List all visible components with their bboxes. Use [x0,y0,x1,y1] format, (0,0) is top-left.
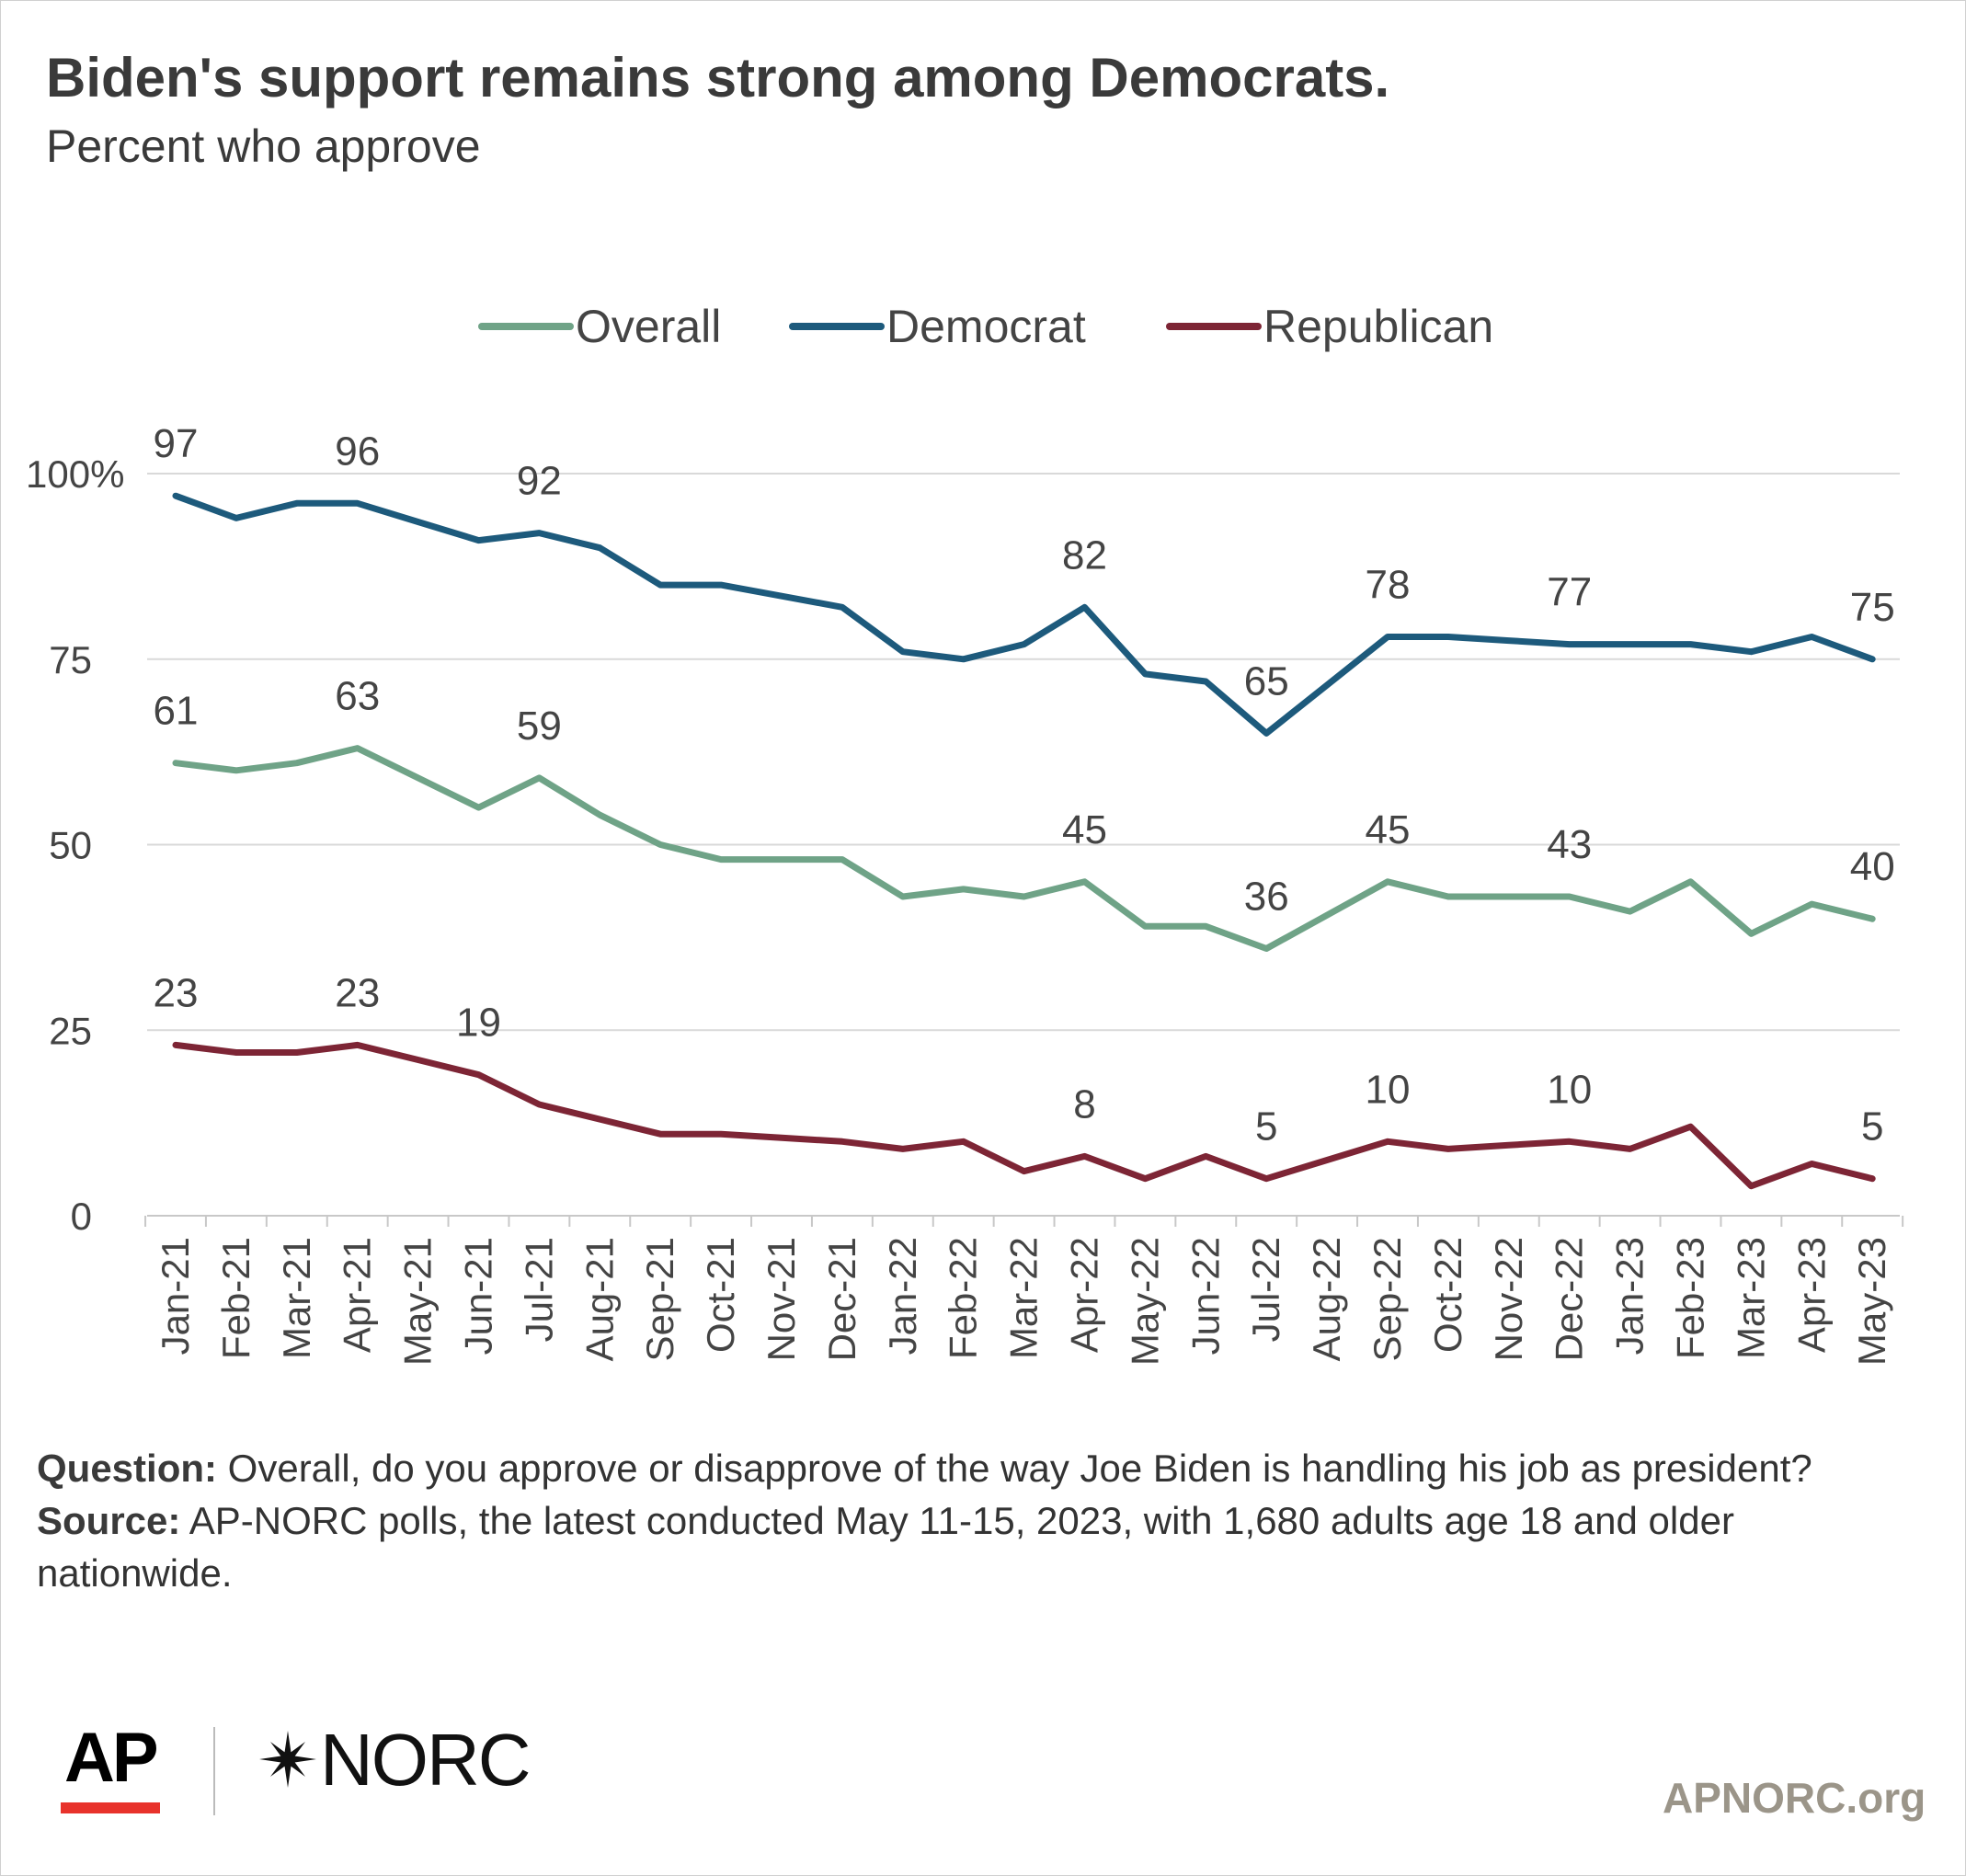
source-note: Source: AP-NORC polls, the latest conduc… [37,1494,1876,1599]
data-label-overall: 61 [154,689,199,734]
x-tick-label: Jan-22 [881,1237,924,1355]
data-label-republican: 23 [154,970,199,1015]
data-label-democrat: 82 [1062,532,1107,578]
y-tick-label: 50 [49,824,92,867]
y-tick-label: 75 [49,638,92,681]
x-tick-label: Dec-21 [820,1237,863,1361]
x-tick-label: May-22 [1123,1237,1166,1366]
logo-divider [213,1727,215,1815]
x-tick-label: May-21 [396,1237,440,1366]
y-tick-label: 0 [71,1195,92,1238]
x-tick-label: Sep-22 [1366,1237,1409,1361]
data-label-republican: 8 [1073,1081,1095,1127]
x-tick-label: Feb-22 [942,1237,985,1359]
x-tick-label: Feb-21 [214,1237,257,1359]
y-tick-label: 100% [26,452,124,496]
data-label-overall: 45 [1366,807,1411,852]
y-tick-label: 25 [49,1009,92,1052]
x-tick-label: Nov-22 [1487,1237,1530,1361]
legend-label-overall: Overall [576,301,721,352]
data-label-overall: 59 [517,704,562,749]
data-label-overall: 36 [1244,874,1289,919]
data-label-republican: 23 [335,970,380,1015]
norc-logo: NORC [320,1719,532,1801]
question-text: Overall, do you approve or disapprove of… [217,1447,1812,1490]
data-label-democrat: 96 [335,429,380,474]
x-tick-label: Mar-23 [1729,1237,1772,1359]
question-note: Question: Overall, do you approve or dis… [37,1442,1876,1494]
series-line-republican [172,1041,1876,1190]
footnote: Question: Overall, do you approve or dis… [37,1442,1876,1599]
data-label-democrat: 92 [517,459,562,504]
data-label-democrat: 65 [1244,658,1289,704]
x-tick-label: Aug-22 [1305,1237,1348,1361]
x-tick-label: Jul-22 [1244,1237,1287,1342]
x-tick-label: Mar-22 [1002,1237,1046,1359]
x-tick-label: Nov-21 [760,1237,803,1361]
legend-label-republican: Republican [1263,301,1493,352]
norc-star-icon [259,1731,316,1788]
data-label-republican: 5 [1861,1104,1883,1150]
series-line-democrat [172,492,1876,737]
data-label-democrat: 77 [1547,570,1592,615]
x-tick-label: Dec-22 [1548,1237,1591,1361]
source-text: AP-NORC polls, the latest conducted May … [37,1499,1734,1595]
legend-label-democrat: Democrat [886,301,1086,352]
ap-logo: AP [64,1719,159,1797]
x-tick-label: Oct-21 [699,1237,742,1353]
data-label-overall: 40 [1850,844,1895,889]
x-tick-label: Sep-21 [638,1237,681,1361]
data-label-overall: 45 [1062,807,1107,852]
x-tick-label: Jul-21 [517,1237,560,1342]
x-tick-label: Jan-21 [154,1237,197,1355]
chart-subtitle: Percent who approve [46,120,481,172]
x-tick-label: Jun-22 [1183,1237,1227,1355]
question-label: Question: [37,1447,217,1490]
data-label-democrat: 97 [154,421,199,466]
data-label-democrat: 75 [1850,585,1895,630]
x-tick-label: Apr-22 [1063,1237,1106,1353]
source-label: Source: [37,1499,181,1542]
ap-logo-bar [61,1802,160,1813]
line-chart: 100% 75 50 25 0 Jan-21 Feb-21 Mar-21 Apr-21 May-2… [26,301,1904,1366]
x-tick-label: Aug-21 [577,1237,621,1361]
x-tick-label: Feb-23 [1669,1237,1712,1359]
data-label-republican: 10 [1366,1067,1411,1112]
chart-title: Biden's support remains strong among Dem… [46,47,1390,109]
data-label-overall: 43 [1547,822,1592,867]
x-tick-label: Mar-21 [275,1237,318,1359]
x-tick-label: Oct-22 [1426,1237,1469,1353]
series-line-overall [172,745,1876,952]
data-label-democrat: 78 [1366,563,1411,608]
data-label-republican: 5 [1255,1104,1277,1150]
x-tick-label: Apr-21 [336,1237,379,1353]
x-tick-label: May-23 [1850,1237,1893,1366]
x-tick-label: Apr-23 [1789,1237,1833,1353]
x-tick-label: Jan-23 [1608,1237,1652,1355]
site-url: APNORC.org [1663,1774,1926,1822]
data-label-republican: 10 [1547,1067,1592,1112]
data-label-republican: 19 [456,1001,501,1046]
data-label-overall: 63 [335,674,380,719]
x-tick-label: Jun-21 [457,1237,500,1355]
